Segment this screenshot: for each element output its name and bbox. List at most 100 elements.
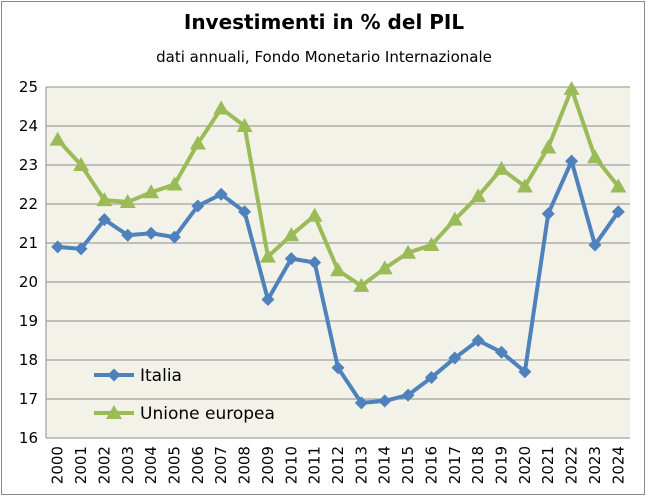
data-point [563, 80, 580, 95]
data-point [611, 205, 625, 219]
data-point [330, 262, 346, 277]
x-tick-label: 2005 [165, 446, 183, 484]
data-point [214, 187, 228, 201]
data-point [119, 194, 136, 209]
data-point [353, 277, 370, 292]
x-tick-label: 2013 [352, 446, 370, 484]
data-point [540, 139, 557, 154]
legend-item: Unione europea [94, 404, 275, 424]
data-point [401, 388, 415, 402]
legend-marker [106, 405, 122, 419]
data-point [144, 226, 158, 240]
data-point [51, 240, 65, 254]
data-point [518, 365, 532, 379]
x-tick-label: 2016 [422, 446, 440, 484]
gridlines [45, 86, 630, 439]
data-point [73, 157, 90, 171]
data-point [166, 176, 183, 191]
legend-label: Unione europea [140, 404, 275, 424]
x-tick-label: 2004 [142, 446, 160, 484]
x-tick-label: 2012 [329, 446, 347, 484]
x-tick-label: 2010 [282, 446, 300, 484]
x-tick-label: 2000 [49, 446, 67, 484]
data-point [586, 149, 603, 164]
y-tick-label: 25 [19, 78, 38, 96]
data-point [283, 227, 300, 242]
data-point [588, 238, 602, 252]
y-tick-label: 23 [19, 156, 38, 174]
x-tick-label: 2017 [446, 446, 464, 484]
x-tick-label: 2015 [399, 446, 417, 484]
x-tick-label: 2003 [119, 446, 137, 484]
data-point [376, 260, 393, 275]
series-italia [51, 154, 625, 410]
data-point [238, 205, 252, 219]
chart-subtitle: dati annuali, Fondo Monetario Internazio… [156, 48, 492, 66]
data-point [236, 118, 253, 132]
x-tick-label: 2002 [95, 446, 113, 484]
x-tick-label: 2009 [259, 446, 277, 484]
data-point [610, 178, 627, 193]
legend-item: Italia [94, 366, 182, 386]
y-tick-label: 16 [19, 429, 38, 447]
y-axis-ticks: 16 17 18 19 20 21 22 23 24 25 [19, 78, 38, 447]
legend-label: Italia [140, 366, 182, 386]
series-unione-europea [49, 80, 627, 292]
data-point [284, 252, 298, 266]
x-tick-label: 2007 [212, 446, 230, 484]
y-tick-label: 21 [19, 234, 38, 252]
y-tick-label: 22 [19, 195, 38, 213]
data-point [448, 351, 462, 365]
x-tick-label: 2006 [189, 446, 207, 484]
x-tick-label: 2021 [539, 446, 557, 484]
data-point [424, 371, 438, 385]
data-point [354, 396, 368, 410]
x-tick-label: 2020 [516, 446, 534, 484]
x-axis-ticks: 2000 2001 2002 2003 2004 2005 2006 2007 2008 2009… [49, 446, 628, 484]
x-tick-label: 2022 [563, 446, 581, 484]
data-point [400, 244, 417, 259]
series-layer [49, 80, 627, 410]
data-point [259, 248, 276, 263]
y-tick-label: 17 [19, 390, 38, 408]
x-tick-label: 2023 [586, 446, 604, 484]
data-point [495, 345, 509, 359]
data-point [378, 394, 392, 408]
data-point [331, 361, 345, 375]
data-point [74, 242, 88, 256]
x-tick-label: 2008 [236, 446, 254, 484]
data-point [565, 154, 579, 168]
data-point [446, 211, 463, 226]
data-point [493, 160, 510, 175]
y-tick-label: 18 [19, 351, 38, 369]
data-point [143, 184, 160, 199]
data-point [167, 230, 181, 244]
legend: Italia Unione europea [94, 366, 275, 424]
legend-marker [107, 368, 121, 382]
data-point [516, 178, 533, 193]
data-point [308, 256, 322, 269]
data-point [541, 207, 555, 221]
data-point [189, 135, 206, 150]
data-point [261, 293, 275, 307]
data-point [471, 334, 485, 347]
x-tick-label: 2014 [376, 446, 394, 484]
x-tick-label: 2024 [609, 446, 627, 484]
data-point [191, 199, 205, 213]
y-tick-label: 24 [19, 117, 38, 135]
data-point [97, 213, 111, 227]
chart-title: Investimenti in % del PIL [183, 10, 465, 34]
data-point [470, 188, 487, 203]
data-point [49, 131, 66, 146]
y-tick-label: 20 [19, 273, 38, 291]
x-tick-label: 2011 [306, 446, 324, 484]
data-point [121, 228, 135, 242]
data-point [306, 207, 323, 222]
x-tick-label: 2019 [493, 446, 511, 484]
y-tick-label: 19 [19, 312, 38, 330]
x-tick-label: 2001 [72, 446, 90, 484]
data-point [213, 100, 230, 115]
data-point [96, 192, 113, 207]
x-tick-label: 2018 [469, 446, 487, 484]
